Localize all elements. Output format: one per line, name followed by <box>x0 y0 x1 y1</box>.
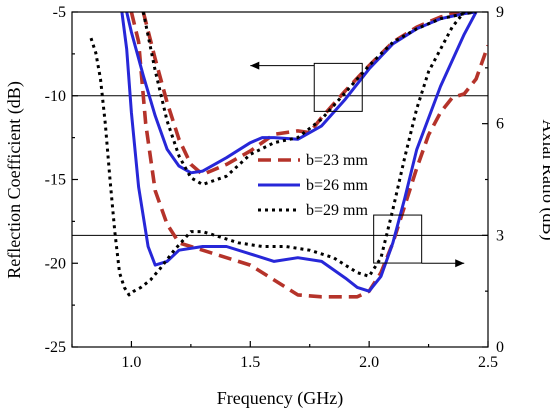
y-axis-right-label: Axial Ratio (dB) <box>538 120 550 241</box>
y-left-tick-label: -10 <box>45 88 66 105</box>
y-left-tick-label: -5 <box>53 4 66 21</box>
reference-lines <box>72 95 488 236</box>
series-line-b-29-mm-axial-ratio <box>89 12 477 297</box>
annotation-arrowhead-left <box>250 61 260 70</box>
legend: b=23 mm b=26 mm b=29 mm <box>258 152 368 219</box>
y-right-tick-label: 0 <box>496 339 504 356</box>
x-tick-label: 2.0 <box>359 354 379 371</box>
annotation-box-left <box>313 62 363 112</box>
plot-frame <box>71 11 489 348</box>
y-left-tick-label: -15 <box>45 172 66 189</box>
y-right-tick-label: 3 <box>496 227 504 244</box>
y-right-tick-label: 9 <box>496 4 504 21</box>
series-line-b-29-mm-reflection <box>141 12 477 186</box>
annotations-layer <box>250 61 465 268</box>
legend-label-b-23-mm: b=23 mm <box>306 152 368 169</box>
x-axis-label: Frequency (GHz) <box>217 388 343 409</box>
series-line-b-26-mm-axial-ratio <box>120 12 478 293</box>
y-right-tick-label: 6 <box>496 116 504 133</box>
y-left-tick-label: -20 <box>45 255 66 272</box>
x-tick-label: 2.5 <box>478 354 498 371</box>
annotation-box-right <box>373 214 423 264</box>
legend-label-b-29-mm: b=29 mm <box>306 202 368 219</box>
x-tick-label: 1.5 <box>240 354 260 371</box>
series-line-b-26-mm-reflection <box>125 12 477 175</box>
y-left-tick-label: -25 <box>45 339 66 356</box>
series-line-b-23-mm-reflection <box>141 12 460 177</box>
x-tick-label: 1.0 <box>121 354 141 371</box>
annotation-arrowhead-right <box>455 259 465 268</box>
ticks-layer: 1.0 1.5 2.0 2.5 -25 -20 -15 -10 -5 0 3 6 9 <box>45 4 504 371</box>
y-axis-left-label: Reflection Coefficient (dB) <box>4 81 25 279</box>
series-layer <box>89 12 488 299</box>
legend-label-b-26-mm: b=26 mm <box>306 177 368 194</box>
